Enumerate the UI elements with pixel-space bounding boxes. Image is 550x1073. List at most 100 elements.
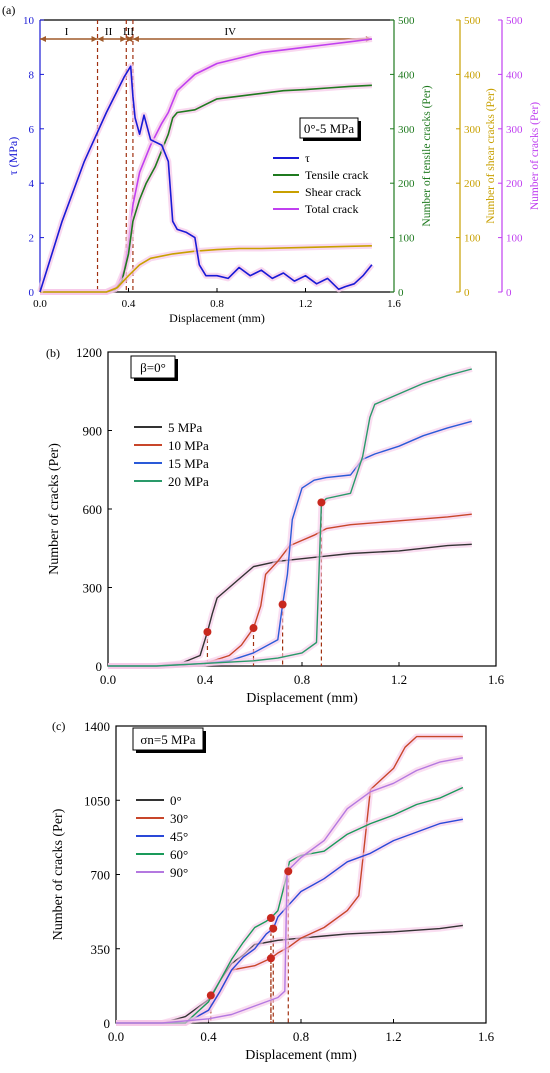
x-tick-label-a: 1.6 xyxy=(387,298,401,310)
y-axis-label-shear: Number of shear cracks (Per) xyxy=(485,88,497,224)
y-tick-label-total: 100 xyxy=(506,233,523,245)
series-line-tensile xyxy=(40,84,372,293)
legend-label: 10 MPa xyxy=(168,438,209,453)
series-glow xyxy=(116,816,464,1026)
x-tick-label-c: 0.4 xyxy=(200,1029,217,1044)
y-tick-label-tau: 6 xyxy=(29,124,35,136)
series-glow xyxy=(40,242,372,295)
series-line xyxy=(116,786,464,1024)
y-tick-label-c: 0 xyxy=(104,1016,111,1031)
x-tick-label-c: 1.6 xyxy=(478,1029,495,1044)
series-line xyxy=(108,513,472,667)
series-glow xyxy=(116,754,464,1026)
y-tick-label-tensile: 200 xyxy=(398,178,415,190)
x-tick-label-a: 0.8 xyxy=(210,298,224,310)
stage-arrow-head xyxy=(132,36,139,42)
x-tick-label-c: 1.2 xyxy=(385,1029,401,1044)
panel-label-b: (b) xyxy=(46,346,60,360)
series-line-tau xyxy=(39,65,373,293)
condition-label-a: 0°-5 MPa xyxy=(304,121,355,136)
y-axis-label-tensile: Number of tensile cracks (Per) xyxy=(421,85,433,226)
legend-label: 5 MPa xyxy=(168,420,203,435)
y-tick-label-b: 0 xyxy=(96,659,103,674)
y-axis-label-tau: τ (MPa) xyxy=(6,137,20,175)
y-tick-label-tensile: 500 xyxy=(398,15,415,27)
stage-label-I: I xyxy=(65,26,69,38)
x-axis-label-b: Displacement (mm) xyxy=(246,691,358,706)
plot-frame-b xyxy=(107,351,497,667)
series-line xyxy=(108,420,472,667)
legend-label: 60° xyxy=(170,847,188,862)
series-glow xyxy=(116,922,464,1026)
y-tick-label-shear: 100 xyxy=(464,233,481,245)
y-tick-label-c: 700 xyxy=(91,868,111,883)
legend-label: 45° xyxy=(170,829,188,844)
series-line xyxy=(116,757,464,1024)
condition-label-b: β=0° xyxy=(140,360,166,375)
stage-label-III: III xyxy=(123,26,134,38)
y-tick-label-total: 200 xyxy=(506,178,523,190)
y-axis-label-total: Number of cracks (Per) xyxy=(529,102,541,210)
y-tick-label-tau: 8 xyxy=(29,69,35,81)
y-tick-label-total: 400 xyxy=(506,69,523,81)
y-tick-label-tau: 10 xyxy=(23,15,35,27)
x-tick-label-a: 1.2 xyxy=(299,298,313,310)
x-tick-label-b: 1.6 xyxy=(488,672,505,687)
y-tick-label-c: 1400 xyxy=(84,719,110,734)
y-tick-label-b: 1200 xyxy=(76,345,102,360)
y-axis-label-b: Number of cracks (Per) xyxy=(47,443,62,575)
series-line xyxy=(108,543,472,667)
stage-label-II: II xyxy=(105,26,113,38)
x-tick-label-c: 0.0 xyxy=(108,1029,124,1044)
x-tick-label-a: 0.4 xyxy=(122,298,136,310)
x-tick-label-b: 1.2 xyxy=(391,672,407,687)
y-tick-label-tau: 2 xyxy=(29,233,35,245)
y-tick-label-shear: 400 xyxy=(464,69,481,81)
stage-arrow-head xyxy=(126,36,133,42)
legend-label: 0° xyxy=(170,793,182,808)
series-line-shear xyxy=(40,245,372,293)
x-axis-label-a: Displacement (mm) xyxy=(169,311,265,325)
x-tick-label-c: 0.8 xyxy=(293,1029,309,1044)
y-tick-label-shear: 500 xyxy=(464,15,481,27)
y-tick-label-shear: 200 xyxy=(464,178,481,190)
critical-point-marker xyxy=(203,627,212,636)
legend-label: τ xyxy=(305,151,310,165)
panel-label-a: (a) xyxy=(2,3,15,17)
y-tick-label-shear: 0 xyxy=(464,287,470,299)
y-tick-label-c: 1050 xyxy=(84,793,110,808)
y-tick-label-b: 600 xyxy=(83,502,103,517)
y-tick-label-tensile: 400 xyxy=(398,69,415,81)
stage-arrow-head xyxy=(97,36,104,42)
stage-arrow-head xyxy=(120,36,127,42)
condition-label-c-box xyxy=(132,727,204,751)
condition-label-a-box xyxy=(299,117,359,139)
y-tick-label-c: 350 xyxy=(91,942,111,957)
critical-point-marker xyxy=(266,954,275,963)
legend-label: Tensile crack xyxy=(305,168,368,182)
y-tick-label-shear: 300 xyxy=(464,124,481,136)
condition-label-b-box xyxy=(130,355,176,379)
stage-arrow-head xyxy=(40,36,46,42)
legend-label: Shear crack xyxy=(305,185,361,199)
y-tick-label-tensile: 300 xyxy=(398,124,415,136)
stage-label-IV: IV xyxy=(224,26,236,38)
critical-point-marker xyxy=(206,991,215,1000)
legend-label: Total crack xyxy=(305,202,358,216)
y-tick-label-total: 500 xyxy=(506,15,523,27)
legend-label: 30° xyxy=(170,811,188,826)
stage-arrow-head xyxy=(91,36,98,42)
y-tick-label-b: 900 xyxy=(83,424,103,439)
series-line xyxy=(116,818,464,1024)
legend-label: 90° xyxy=(170,865,188,880)
series-glow xyxy=(40,36,373,295)
legend-label: 20 MPa xyxy=(168,474,209,489)
critical-point-marker xyxy=(266,913,275,922)
y-tick-label-tensile: 100 xyxy=(398,233,415,245)
x-tick-label-b: 0.8 xyxy=(294,672,310,687)
y-tick-label-total: 0 xyxy=(506,287,512,299)
y-tick-label-tau: 0 xyxy=(29,287,35,299)
panel-label-c: (c) xyxy=(52,719,65,733)
y-tick-label-tau: 4 xyxy=(29,178,35,190)
